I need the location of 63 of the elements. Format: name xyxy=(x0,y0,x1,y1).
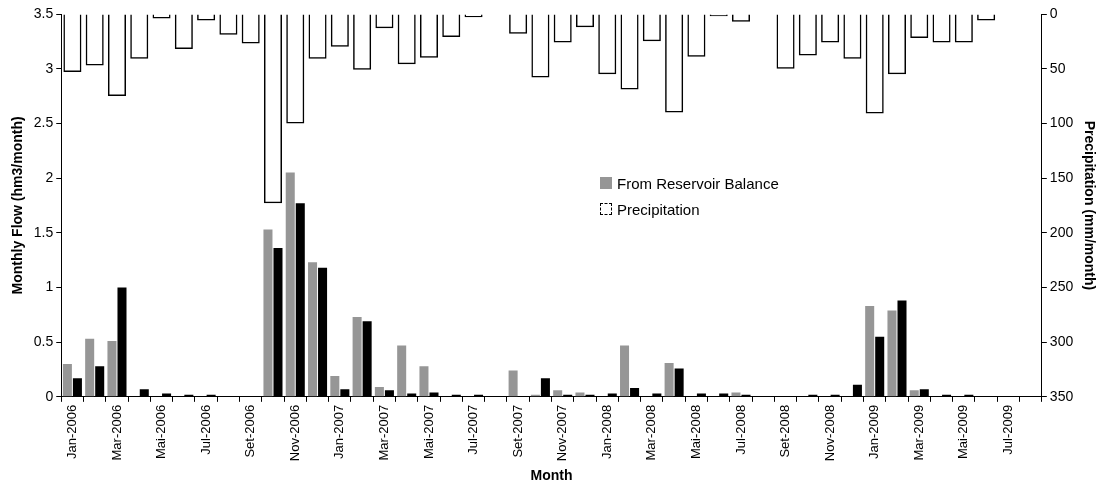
bar xyxy=(508,370,518,397)
bar xyxy=(308,262,318,397)
y-tick-label: 3.5 xyxy=(33,4,54,21)
legend-label: Precipitation xyxy=(617,200,700,218)
y-tick-label: 2.5 xyxy=(33,114,54,131)
x-tick-label: Mai-2008 xyxy=(687,404,703,460)
x-tick-label: Nov-2007 xyxy=(554,404,570,462)
bar xyxy=(553,390,563,397)
x-tick-label: Jul-2009 xyxy=(999,404,1015,455)
bar xyxy=(397,345,407,397)
x-tick-label: Mar-2006 xyxy=(108,404,124,461)
x-tick-label: Jul-2006 xyxy=(197,404,213,455)
x-tick-label: Mar-2007 xyxy=(375,404,391,461)
x-tick-label: Jan-2006 xyxy=(63,404,79,460)
x-tick-label: Mai-2007 xyxy=(420,404,436,460)
bar xyxy=(62,364,72,397)
bar xyxy=(620,345,630,397)
bar xyxy=(263,229,273,397)
x-axis-title: Month xyxy=(530,467,573,484)
legend-label: From Reservoir Balance xyxy=(617,174,779,192)
x-tick-label: Mar-2008 xyxy=(643,404,659,461)
y-tick-label: 1.5 xyxy=(33,223,54,240)
x-tick-label: Set-2006 xyxy=(242,404,258,458)
bar xyxy=(352,316,362,397)
y2-tick-label: 300 xyxy=(1049,333,1074,349)
y-axis-title: Monthly Flow (hm3/month) xyxy=(9,116,26,295)
x-tick-label: Set-2008 xyxy=(777,404,793,458)
bar xyxy=(731,392,741,397)
y2-tick-label: 200 xyxy=(1049,223,1074,240)
y2-tick-label: 100 xyxy=(1049,114,1074,131)
x-tick-label: Mai-2006 xyxy=(153,404,169,460)
y-tick-label: 2 xyxy=(45,168,54,185)
bar xyxy=(909,390,919,397)
x-tick-label: Set-2007 xyxy=(509,404,525,458)
y-tick-label: 1 xyxy=(45,278,54,295)
bar xyxy=(107,341,117,397)
bar xyxy=(887,310,897,397)
bar xyxy=(865,306,875,397)
y2-tick-label: 50 xyxy=(1049,59,1066,76)
bar xyxy=(575,392,585,397)
x-tick-label: Jan-2009 xyxy=(866,404,882,460)
y2-tick-label: 0 xyxy=(1049,4,1058,21)
y2-axis-title: Precipitation (mm/month) xyxy=(1081,120,1098,291)
x-tick-label: Nov-2008 xyxy=(821,404,837,462)
bar xyxy=(85,338,95,397)
bar xyxy=(664,362,674,397)
bar xyxy=(285,172,295,397)
bar xyxy=(374,386,384,397)
y-tick-label: 0 xyxy=(45,387,54,404)
bar xyxy=(330,376,340,397)
bar xyxy=(419,366,429,397)
y2-tick-label: 350 xyxy=(1049,387,1074,404)
y2-tick-label: 150 xyxy=(1049,168,1074,185)
x-tick-label: Mar-2009 xyxy=(910,404,926,461)
y-tick-label: 0.5 xyxy=(33,333,54,349)
y2-tick-label: 250 xyxy=(1049,278,1074,295)
x-tick-label: Jan-2008 xyxy=(598,404,614,460)
x-tick-label: Jul-2008 xyxy=(732,404,748,455)
x-tick-label: Nov-2006 xyxy=(286,404,302,462)
y-tick-label: 3 xyxy=(45,59,54,76)
x-tick-label: Mai-2009 xyxy=(955,404,971,460)
x-tick-label: Jul-2007 xyxy=(465,404,481,455)
x-tick-label: Jan-2007 xyxy=(331,404,347,460)
